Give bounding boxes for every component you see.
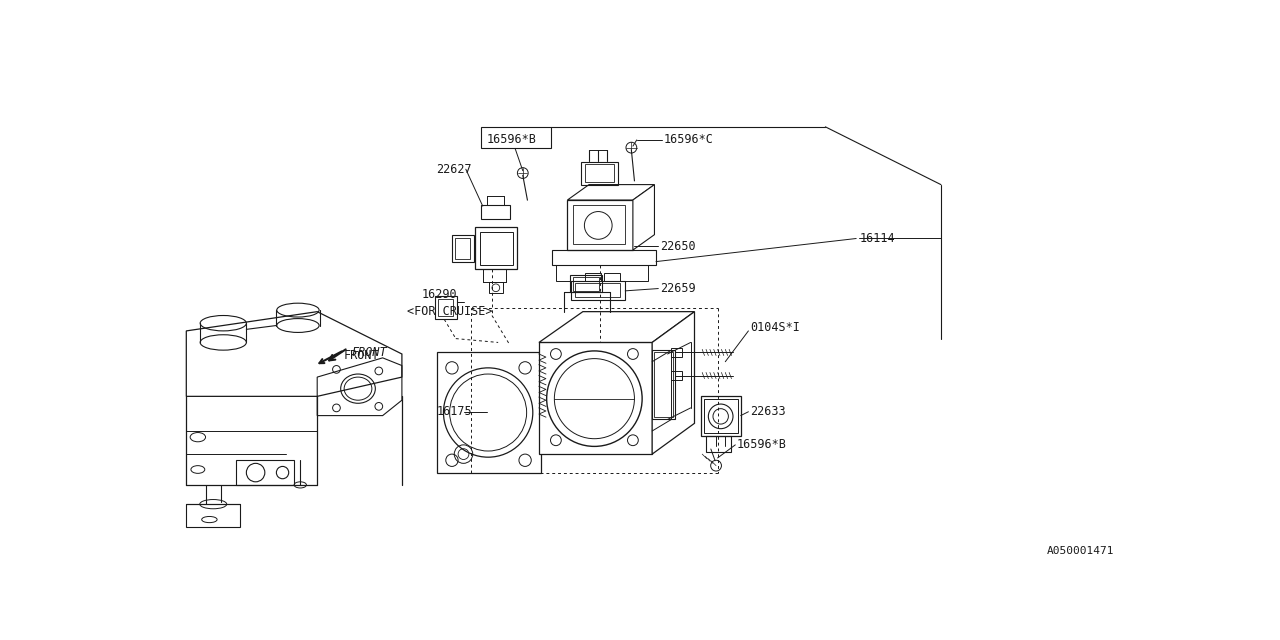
Polygon shape	[652, 312, 695, 454]
Text: 22650: 22650	[660, 240, 695, 253]
Text: 16596*B: 16596*B	[737, 438, 787, 451]
Polygon shape	[436, 353, 540, 474]
Bar	[654, 353, 673, 417]
Text: 16290: 16290	[421, 288, 457, 301]
Bar	[475, 227, 517, 269]
Text: 22633: 22633	[750, 405, 786, 419]
Text: <FOR CRUISE>: <FOR CRUISE>	[407, 305, 493, 318]
Polygon shape	[539, 342, 652, 454]
Bar	[452, 235, 474, 262]
Bar	[435, 296, 457, 319]
Bar	[585, 273, 600, 281]
Polygon shape	[567, 184, 654, 200]
Bar	[581, 161, 618, 184]
Bar	[672, 371, 682, 380]
Bar	[604, 273, 620, 281]
Polygon shape	[539, 312, 695, 342]
Bar	[652, 350, 676, 419]
Text: 16114: 16114	[860, 232, 896, 245]
Polygon shape	[632, 184, 654, 250]
Bar	[707, 436, 731, 452]
Bar	[237, 460, 294, 485]
Bar	[570, 275, 602, 292]
Bar	[454, 237, 471, 259]
Bar	[480, 232, 513, 265]
Text: FRONT: FRONT	[351, 346, 387, 359]
Bar	[573, 205, 625, 244]
Bar	[672, 348, 682, 357]
Bar	[187, 504, 241, 527]
Polygon shape	[567, 200, 632, 250]
Bar	[481, 205, 511, 220]
Bar	[573, 277, 599, 291]
Text: 16596*B: 16596*B	[486, 133, 536, 147]
Text: 0104S*I: 0104S*I	[750, 321, 800, 333]
Text: 22659: 22659	[660, 282, 695, 295]
Text: 22627: 22627	[436, 163, 472, 176]
Bar	[575, 283, 620, 297]
Bar	[700, 396, 741, 436]
Text: 16175: 16175	[436, 405, 472, 419]
Text: 16596*C: 16596*C	[664, 133, 713, 147]
Bar	[481, 127, 550, 148]
Bar	[704, 399, 737, 433]
Bar	[438, 300, 453, 316]
Bar	[489, 282, 503, 293]
Bar	[585, 164, 614, 182]
Text: FRONT: FRONT	[343, 349, 379, 362]
Bar	[556, 266, 648, 281]
Text: A050001471: A050001471	[1047, 546, 1115, 556]
